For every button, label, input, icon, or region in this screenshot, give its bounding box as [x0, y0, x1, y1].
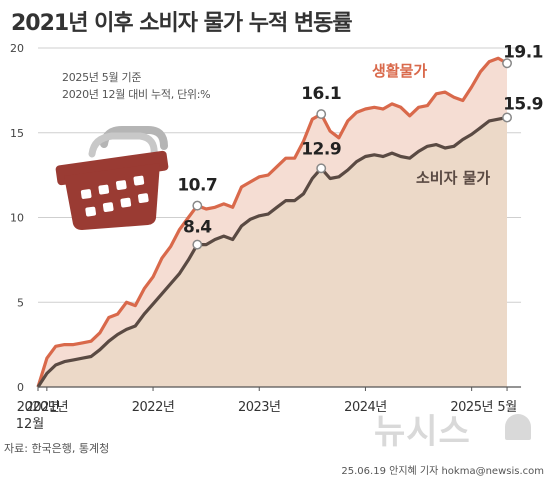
series-line-living-prices — [36, 56, 508, 388]
point-cpi — [192, 239, 203, 250]
data-label-cpi: 12.9 — [301, 139, 341, 159]
area-consumer-prices — [38, 117, 507, 387]
x-tick-label: 2020년 — [17, 400, 60, 415]
credit-text: 25.06.19 안지혜 기자 hokma@newsis.com — [341, 466, 544, 477]
point-cpi — [316, 163, 327, 174]
axes: 0 5 10 15 20 2020년 12월 2021년 2022년 2023년 2024년 2025… — [10, 42, 522, 432]
data-labels: 10.7 16.1 19.1 8.4 12.9 15.9 — [177, 42, 543, 237]
highlight-points — [192, 58, 512, 250]
point-cpi — [502, 112, 512, 123]
point-living — [316, 109, 327, 120]
data-label-living: 10.7 — [177, 176, 217, 196]
data-label-cpi: 15.9 — [503, 94, 543, 114]
shopping-basket-icon — [55, 126, 169, 230]
x-tick-label: 2022년 — [132, 400, 175, 415]
source-text: 자료: 한국은행, 통계청 — [4, 442, 110, 455]
data-label-living: 19.1 — [503, 42, 543, 62]
series-lines — [36, 56, 508, 388]
x-tick-label: 2025년 — [450, 400, 493, 415]
unit-note: 2020년 12월 대비 누적, 단위:% — [62, 88, 211, 101]
base-date-note: 2025년 5월 기준 — [62, 71, 142, 84]
x-tick-label: 2024년 — [344, 400, 387, 415]
chart-title: 2021년 이후 소비자 물가 누적 변동률 — [11, 11, 353, 36]
newsis-watermark: 뉴시스 — [374, 412, 471, 452]
y-tick-label: 0 — [17, 381, 24, 394]
data-label-living: 16.1 — [301, 84, 341, 104]
series-line-consumer-prices — [36, 115, 508, 388]
y-tick-label: 10 — [10, 212, 24, 225]
legend-consumer-prices: 소비자 물가 — [416, 169, 490, 187]
y-tick-label: 5 — [17, 296, 24, 309]
y-tick-label: 20 — [10, 42, 24, 55]
x-tick-label: 2021년 — [26, 400, 69, 415]
x-tick-sublabel: 12월 — [16, 417, 45, 432]
point-living — [192, 200, 203, 211]
point-living — [502, 58, 512, 69]
legend-living-prices: 생활물가 — [372, 62, 427, 80]
newsis-logo-icon — [505, 414, 531, 440]
data-label-cpi: 8.4 — [183, 218, 212, 238]
x-tick-label: 5월 — [497, 400, 516, 415]
y-tick-label: 15 — [10, 127, 24, 140]
x-tick-label: 2023년 — [238, 400, 281, 415]
series-areas — [38, 58, 507, 387]
